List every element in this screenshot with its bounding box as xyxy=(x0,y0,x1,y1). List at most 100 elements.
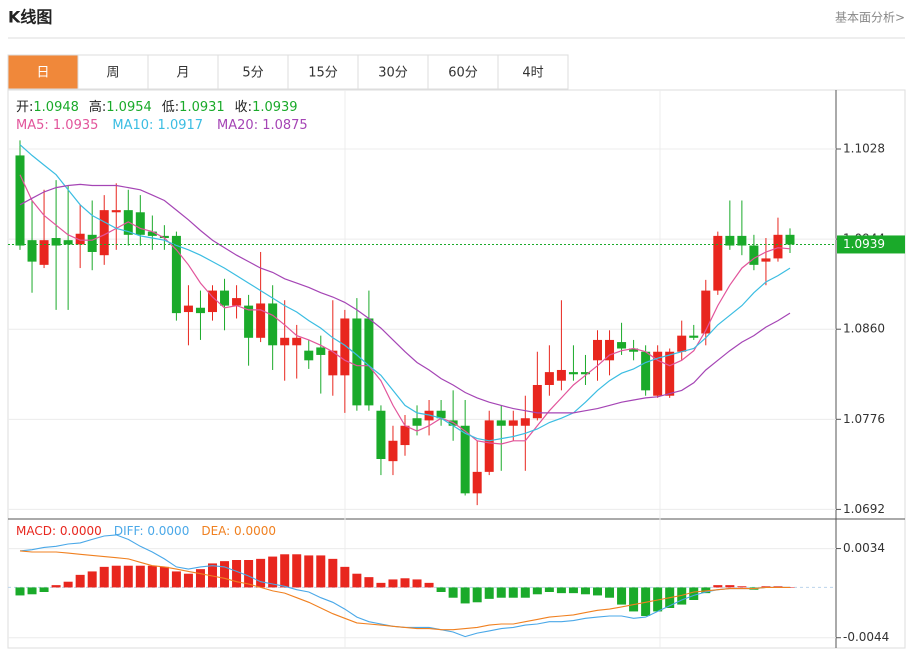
current-price-box xyxy=(837,235,905,254)
ohlc-value: 1.0948 xyxy=(33,100,79,115)
candle-body xyxy=(135,212,145,235)
candle-body xyxy=(292,337,302,346)
macd-bar xyxy=(544,587,554,592)
tab[interactable] xyxy=(77,54,149,90)
macd-bar xyxy=(580,587,590,595)
candle-body xyxy=(159,235,169,239)
macd-legend: MACD: 0.0000 DIFF: 0.0000 DEA: 0.0000 xyxy=(16,524,276,538)
legend-entry: DEA: 0.0000 xyxy=(201,524,276,538)
macd-bar xyxy=(15,587,25,596)
tab-label[interactable]: 周 xyxy=(106,66,119,81)
y-tick-label: 1.1028 xyxy=(843,141,885,155)
y-tick-label: 1.0692 xyxy=(843,502,885,516)
candle-body xyxy=(785,234,795,245)
candle-body xyxy=(280,337,290,346)
candle-body xyxy=(352,318,362,406)
macd-bar xyxy=(677,587,687,605)
candle-body xyxy=(364,318,374,406)
candle-body xyxy=(316,347,326,355)
candle-body xyxy=(749,245,759,265)
candle-body xyxy=(75,233,85,245)
tab-label[interactable]: 5分 xyxy=(242,66,263,81)
macd-bar xyxy=(605,587,615,598)
tab-label[interactable]: 日 xyxy=(36,66,49,81)
candle-body xyxy=(544,372,554,385)
candle-body xyxy=(725,235,735,246)
candle-body xyxy=(400,425,410,446)
ohlc-info: 开:1.0948 高:1.0954 低:1.0931 收:1.0939 xyxy=(16,99,298,115)
macd-bar xyxy=(183,573,193,588)
macd-bar xyxy=(39,587,49,592)
fundamental-link[interactable]: 基本面分析> xyxy=(835,11,905,25)
macd-bar xyxy=(147,565,157,588)
macd-bar xyxy=(268,556,278,588)
candle-body xyxy=(641,351,651,391)
tab[interactable] xyxy=(287,54,359,90)
candle-body xyxy=(677,335,687,352)
macd-bar xyxy=(701,587,711,594)
macd-bar xyxy=(496,587,506,598)
macd-bar xyxy=(27,587,37,595)
candle-body xyxy=(508,420,518,426)
candle-body xyxy=(532,384,542,419)
macd-bar xyxy=(364,577,374,588)
candle-body xyxy=(232,298,242,306)
candle-body xyxy=(27,240,37,262)
candle-body xyxy=(15,155,25,246)
tab-label[interactable]: 60分 xyxy=(448,66,478,81)
tab[interactable] xyxy=(497,54,569,90)
tab-label[interactable]: 30分 xyxy=(378,66,408,81)
candle-body xyxy=(665,351,675,396)
macd-bar xyxy=(63,581,73,588)
candle-body xyxy=(147,231,157,236)
macd-bar xyxy=(244,560,254,588)
candle-body xyxy=(388,440,398,462)
tab-label[interactable]: 月 xyxy=(176,66,189,81)
ohlc-value: 1.0939 xyxy=(252,100,298,115)
ma-line xyxy=(19,183,791,414)
macd-bar xyxy=(87,571,97,588)
macd-line xyxy=(19,550,790,631)
candle-body xyxy=(520,418,530,426)
candle-body xyxy=(472,471,482,494)
macd-bar xyxy=(424,582,434,588)
macd-bar xyxy=(617,587,627,605)
ohlc-name: 低: xyxy=(162,100,179,115)
tab[interactable] xyxy=(427,54,499,90)
macd-bar xyxy=(725,585,735,588)
candle-body xyxy=(39,240,49,265)
macd-bar xyxy=(484,587,494,599)
macd-bar xyxy=(568,587,578,594)
macd-bar xyxy=(51,585,61,588)
candle-body xyxy=(328,350,338,376)
candle-body xyxy=(737,235,747,246)
macd-bar xyxy=(460,587,470,604)
candle-body xyxy=(220,290,230,306)
legend-entry: MA20: 1.0875 xyxy=(217,118,308,133)
candle-body xyxy=(111,210,121,213)
candle-body xyxy=(63,240,73,245)
candle-body xyxy=(268,303,278,346)
candle-body xyxy=(99,210,109,256)
candle-body xyxy=(484,420,494,472)
legend-entry: MA10: 1.0917 xyxy=(112,118,203,133)
candle-body xyxy=(195,307,205,314)
candle-body xyxy=(761,258,771,262)
candle-body xyxy=(556,369,566,381)
tab[interactable] xyxy=(7,54,79,90)
candle-body xyxy=(460,425,470,494)
ohlc-value: 1.0931 xyxy=(179,100,225,115)
macd-bar xyxy=(508,587,518,598)
macd-bar xyxy=(448,587,458,598)
candle-body xyxy=(629,348,639,352)
candle-body xyxy=(304,350,314,361)
tab[interactable] xyxy=(147,54,219,90)
chart-frame xyxy=(7,89,906,649)
candle-body xyxy=(580,372,590,375)
macd-bar xyxy=(520,587,530,598)
tab-label[interactable]: 4时 xyxy=(522,66,543,81)
candle-body xyxy=(593,339,602,361)
macd-bar xyxy=(208,563,217,588)
ohlc-name: 开: xyxy=(16,100,33,115)
tab-label[interactable]: 15分 xyxy=(308,66,338,81)
